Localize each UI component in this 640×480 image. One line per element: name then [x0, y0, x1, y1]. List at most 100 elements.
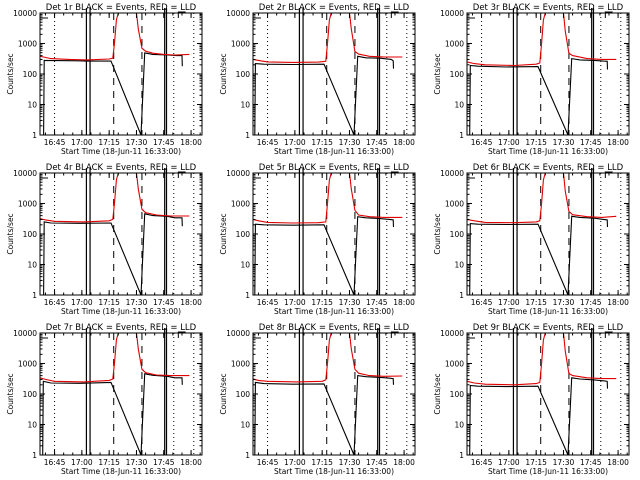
plot-frame [252, 332, 416, 456]
chart-svg: Det 2r BLACK = Events, RED = LLD 1 10 100 10… [219, 3, 416, 156]
x-tick-label: 17:45 [580, 298, 602, 307]
detector-panel-4: Det 4r BLACK = Events, RED = LLD 1 10 100 10… [0, 160, 213, 320]
interval-bracket [604, 11, 613, 18]
y-tick-label: 100 [236, 70, 251, 79]
chart-title: Det 1r BLACK = Events, RED = LLD [46, 3, 197, 13]
x-tick-label: 17:30 [339, 458, 361, 467]
x-tick-label: 17:00 [71, 298, 93, 307]
x-tick-label: 18:00 [180, 298, 202, 307]
y-tick-label: 100 [236, 390, 251, 399]
x-tick-label: 17:15 [311, 298, 333, 307]
x-axis-label: Start Time (18-Jun-11 16:33:00) [488, 147, 608, 156]
series-group [40, 13, 190, 135]
x-tick-label: 18:00 [180, 138, 202, 147]
y-tick-label: 1000 [445, 200, 464, 209]
x-tick-label: 18:00 [607, 138, 629, 147]
y-tick-label: 1 [32, 291, 37, 300]
y-tick-label: 100 [23, 390, 38, 399]
x-tick-label: 16:45 [257, 298, 279, 307]
detector-panel-2: Det 2r BLACK = Events, RED = LLD 1 10 100 10… [213, 0, 426, 160]
y-axis-label: Counts/sec [219, 53, 228, 94]
interval-bracket [390, 171, 399, 178]
x-tick-label: 17:00 [284, 458, 306, 467]
lld-series-line [253, 173, 403, 224]
chart-title: Det 5r BLACK = Events, RED = LLD [259, 163, 410, 173]
detector-panel-3: Det 3r BLACK = Events, RED = LLD 1 10 100 10… [427, 0, 640, 160]
y-tick-label: 1000 [231, 360, 250, 369]
x-tick-label: 17:45 [580, 458, 602, 467]
interval-bracket [390, 331, 399, 338]
series-group [253, 13, 403, 135]
interval-bracket [390, 11, 399, 18]
y-tick-label: 1000 [445, 40, 464, 49]
y-axis-label: Counts/sec [433, 373, 442, 414]
y-tick-label: 100 [450, 70, 465, 79]
x-axis-label: Start Time (18-Jun-11 16:33:00) [488, 307, 608, 316]
x-tick-label: 18:00 [393, 138, 415, 147]
events-series-line [254, 55, 395, 135]
y-tick-label: 10 [454, 261, 464, 270]
y-tick-label: 100 [23, 70, 38, 79]
plot-frame [466, 12, 630, 136]
y-tick-label: 1 [459, 451, 464, 460]
x-tick-label: 17:15 [98, 298, 120, 307]
x-tick-label: 17:30 [553, 298, 575, 307]
y-tick-label: 10 [240, 101, 250, 110]
y-tick-label: 1 [459, 291, 464, 300]
x-tick-label: 17:15 [98, 458, 120, 467]
chart-title: Det 4r BLACK = Events, RED = LLD [46, 163, 197, 173]
series-group [253, 333, 403, 455]
plot-frame [252, 172, 416, 296]
x-tick-label: 16:45 [44, 298, 66, 307]
interval-bracket [177, 11, 186, 18]
x-tick-label: 18:00 [393, 298, 415, 307]
x-tick-label: 18:00 [607, 298, 629, 307]
series-group [467, 13, 617, 135]
x-tick-label: 17:30 [339, 298, 361, 307]
lld-series-line [40, 13, 190, 61]
series-group [467, 173, 617, 295]
y-tick-label: 10 [27, 101, 37, 110]
chart-title: Det 6r BLACK = Events, RED = LLD [473, 163, 624, 173]
x-tick-label: 17:15 [98, 138, 120, 147]
interval-bracket [177, 331, 186, 338]
x-tick-label: 17:30 [126, 298, 148, 307]
y-tick-label: 10 [240, 261, 250, 270]
y-tick-label: 10000 [13, 169, 37, 178]
chart-title: Det 9r BLACK = Events, RED = LLD [473, 323, 624, 333]
chart-svg: Det 9r BLACK = Events, RED = LLD 1 10 100 10… [433, 323, 630, 476]
events-series-line [42, 373, 183, 455]
lld-series-line [467, 173, 617, 224]
chart-title: Det 3r BLACK = Events, RED = LLD [473, 3, 624, 13]
x-axis-label: Start Time (18-Jun-11 16:33:00) [274, 147, 394, 156]
x-tick-label: 17:00 [498, 138, 520, 147]
lld-series-line [467, 13, 617, 67]
y-axis-label: Counts/sec [6, 373, 15, 414]
detector-panel-6: Det 6r BLACK = Events, RED = LLD 1 10 100 10… [427, 160, 640, 320]
x-tick-label: 17:00 [498, 298, 520, 307]
x-tick-label: 18:00 [180, 458, 202, 467]
y-axis-label: Counts/sec [433, 53, 442, 94]
plot-frame [466, 332, 630, 456]
y-axis-label: Counts/sec [219, 373, 228, 414]
y-tick-label: 10 [27, 421, 37, 430]
x-tick-label: 17:45 [366, 298, 388, 307]
x-tick-label: 17:00 [284, 298, 306, 307]
x-axis-label: Start Time (18-Jun-11 16:33:00) [274, 467, 394, 476]
x-tick-label: 17:30 [126, 138, 148, 147]
events-series-line [254, 216, 395, 295]
y-tick-label: 10000 [226, 329, 250, 338]
y-tick-label: 1 [245, 131, 250, 140]
series-group [40, 333, 190, 455]
chart-svg: Det 1r BLACK = Events, RED = LLD 1 10 100 10… [6, 3, 203, 156]
x-tick-label: 16:45 [44, 458, 66, 467]
events-series-line [469, 215, 609, 295]
interval-bracket [604, 171, 613, 178]
chart-svg: Det 3r BLACK = Events, RED = LLD 1 10 100 10… [433, 3, 630, 156]
y-tick-label: 10000 [226, 9, 250, 18]
events-series-line [254, 374, 395, 455]
y-tick-label: 100 [450, 230, 465, 239]
x-axis-label: Start Time (18-Jun-11 16:33:00) [61, 147, 181, 156]
chart-title: Det 7r BLACK = Events, RED = LLD [46, 323, 197, 333]
y-tick-label: 100 [450, 390, 465, 399]
